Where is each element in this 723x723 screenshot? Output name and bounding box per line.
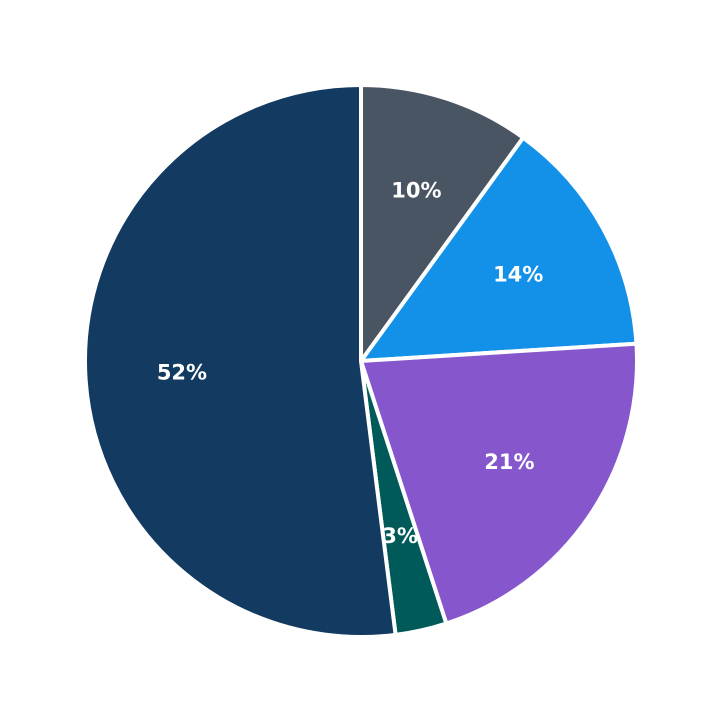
- slice-label: 21%: [484, 450, 534, 474]
- pie-slice: [359, 135, 639, 363]
- slice-label: 3%: [382, 524, 418, 548]
- slice-label: 10%: [391, 178, 441, 202]
- slice-label: 52%: [157, 360, 207, 384]
- pie-slice: [359, 341, 639, 626]
- pie-slice: [359, 83, 526, 363]
- slice-label: 14%: [493, 263, 543, 287]
- pie-slice: [83, 83, 398, 639]
